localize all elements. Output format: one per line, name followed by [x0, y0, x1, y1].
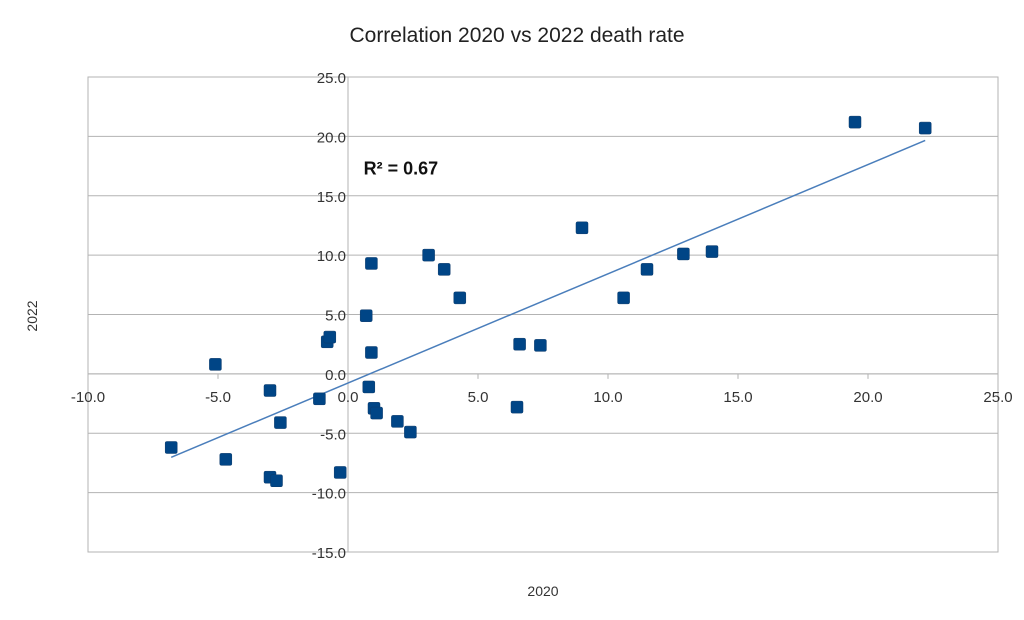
- x-tick-label: 15.0: [723, 389, 752, 406]
- data-point: [437, 263, 451, 276]
- y-tick-label: 20.0: [317, 129, 346, 146]
- data-point: [640, 263, 654, 276]
- data-point: [918, 121, 932, 135]
- x-tick-label: 10.0: [593, 389, 622, 406]
- chart-title: Correlation 2020 vs 2022 death rate: [349, 24, 684, 47]
- data-point: [513, 337, 526, 351]
- gridlines: [88, 76, 998, 553]
- data-point: [270, 474, 283, 487]
- data-point: [164, 441, 178, 454]
- x-tick-label: 20.0: [853, 389, 882, 406]
- data-point: [209, 358, 222, 371]
- y-tick-label: 15.0: [317, 189, 346, 206]
- x-tick-label: -10.0: [71, 389, 105, 406]
- data-point: [362, 380, 376, 394]
- x-axis-title: 2020: [527, 583, 558, 599]
- data-point: [510, 400, 524, 414]
- y-tick-label: -5.0: [320, 426, 346, 443]
- x-tick-label: -5.0: [205, 389, 231, 406]
- plot-area-frame: [87, 76, 999, 553]
- trendline: [170, 139, 926, 459]
- data-point: [365, 257, 378, 270]
- y-tick-label: 10.0: [317, 248, 346, 265]
- tick-labels: -10.0 -5.0 0.0 5.0 10.0 15.0 20.0 25.0 -15.0 -10.…: [71, 70, 1013, 562]
- data-point: [333, 466, 347, 479]
- x-tick-label: 5.0: [468, 389, 489, 406]
- data-point: [404, 425, 417, 439]
- data-point: [370, 406, 383, 420]
- data-point: [534, 339, 547, 352]
- data-point: [575, 221, 589, 235]
- y-tick-label: -10.0: [312, 486, 346, 503]
- y-tick-label: 25.0: [317, 70, 346, 87]
- data-point: [365, 346, 378, 359]
- data-point: [313, 392, 326, 406]
- y-tick-label: 5.0: [325, 308, 346, 325]
- data-points: [164, 115, 932, 487]
- data-point: [617, 291, 630, 305]
- data-point: [274, 416, 287, 429]
- x-tick-label: 25.0: [983, 389, 1012, 406]
- r-squared-label: R² = 0.67: [364, 158, 439, 178]
- data-point: [848, 115, 862, 129]
- x-tick-label: 0.0: [338, 389, 359, 406]
- y-tick-label: -15.0: [312, 545, 346, 562]
- data-point: [219, 453, 233, 466]
- data-point: [422, 248, 435, 262]
- data-point: [453, 291, 467, 305]
- data-point: [391, 415, 404, 428]
- data-point: [323, 330, 337, 344]
- axes: [87, 77, 999, 552]
- data-point: [677, 247, 690, 261]
- data-point: [263, 384, 277, 397]
- y-tick-label: 0.0: [325, 367, 346, 384]
- data-point: [359, 309, 373, 322]
- y-axis-title: 2022: [24, 300, 40, 331]
- data-point: [705, 245, 719, 258]
